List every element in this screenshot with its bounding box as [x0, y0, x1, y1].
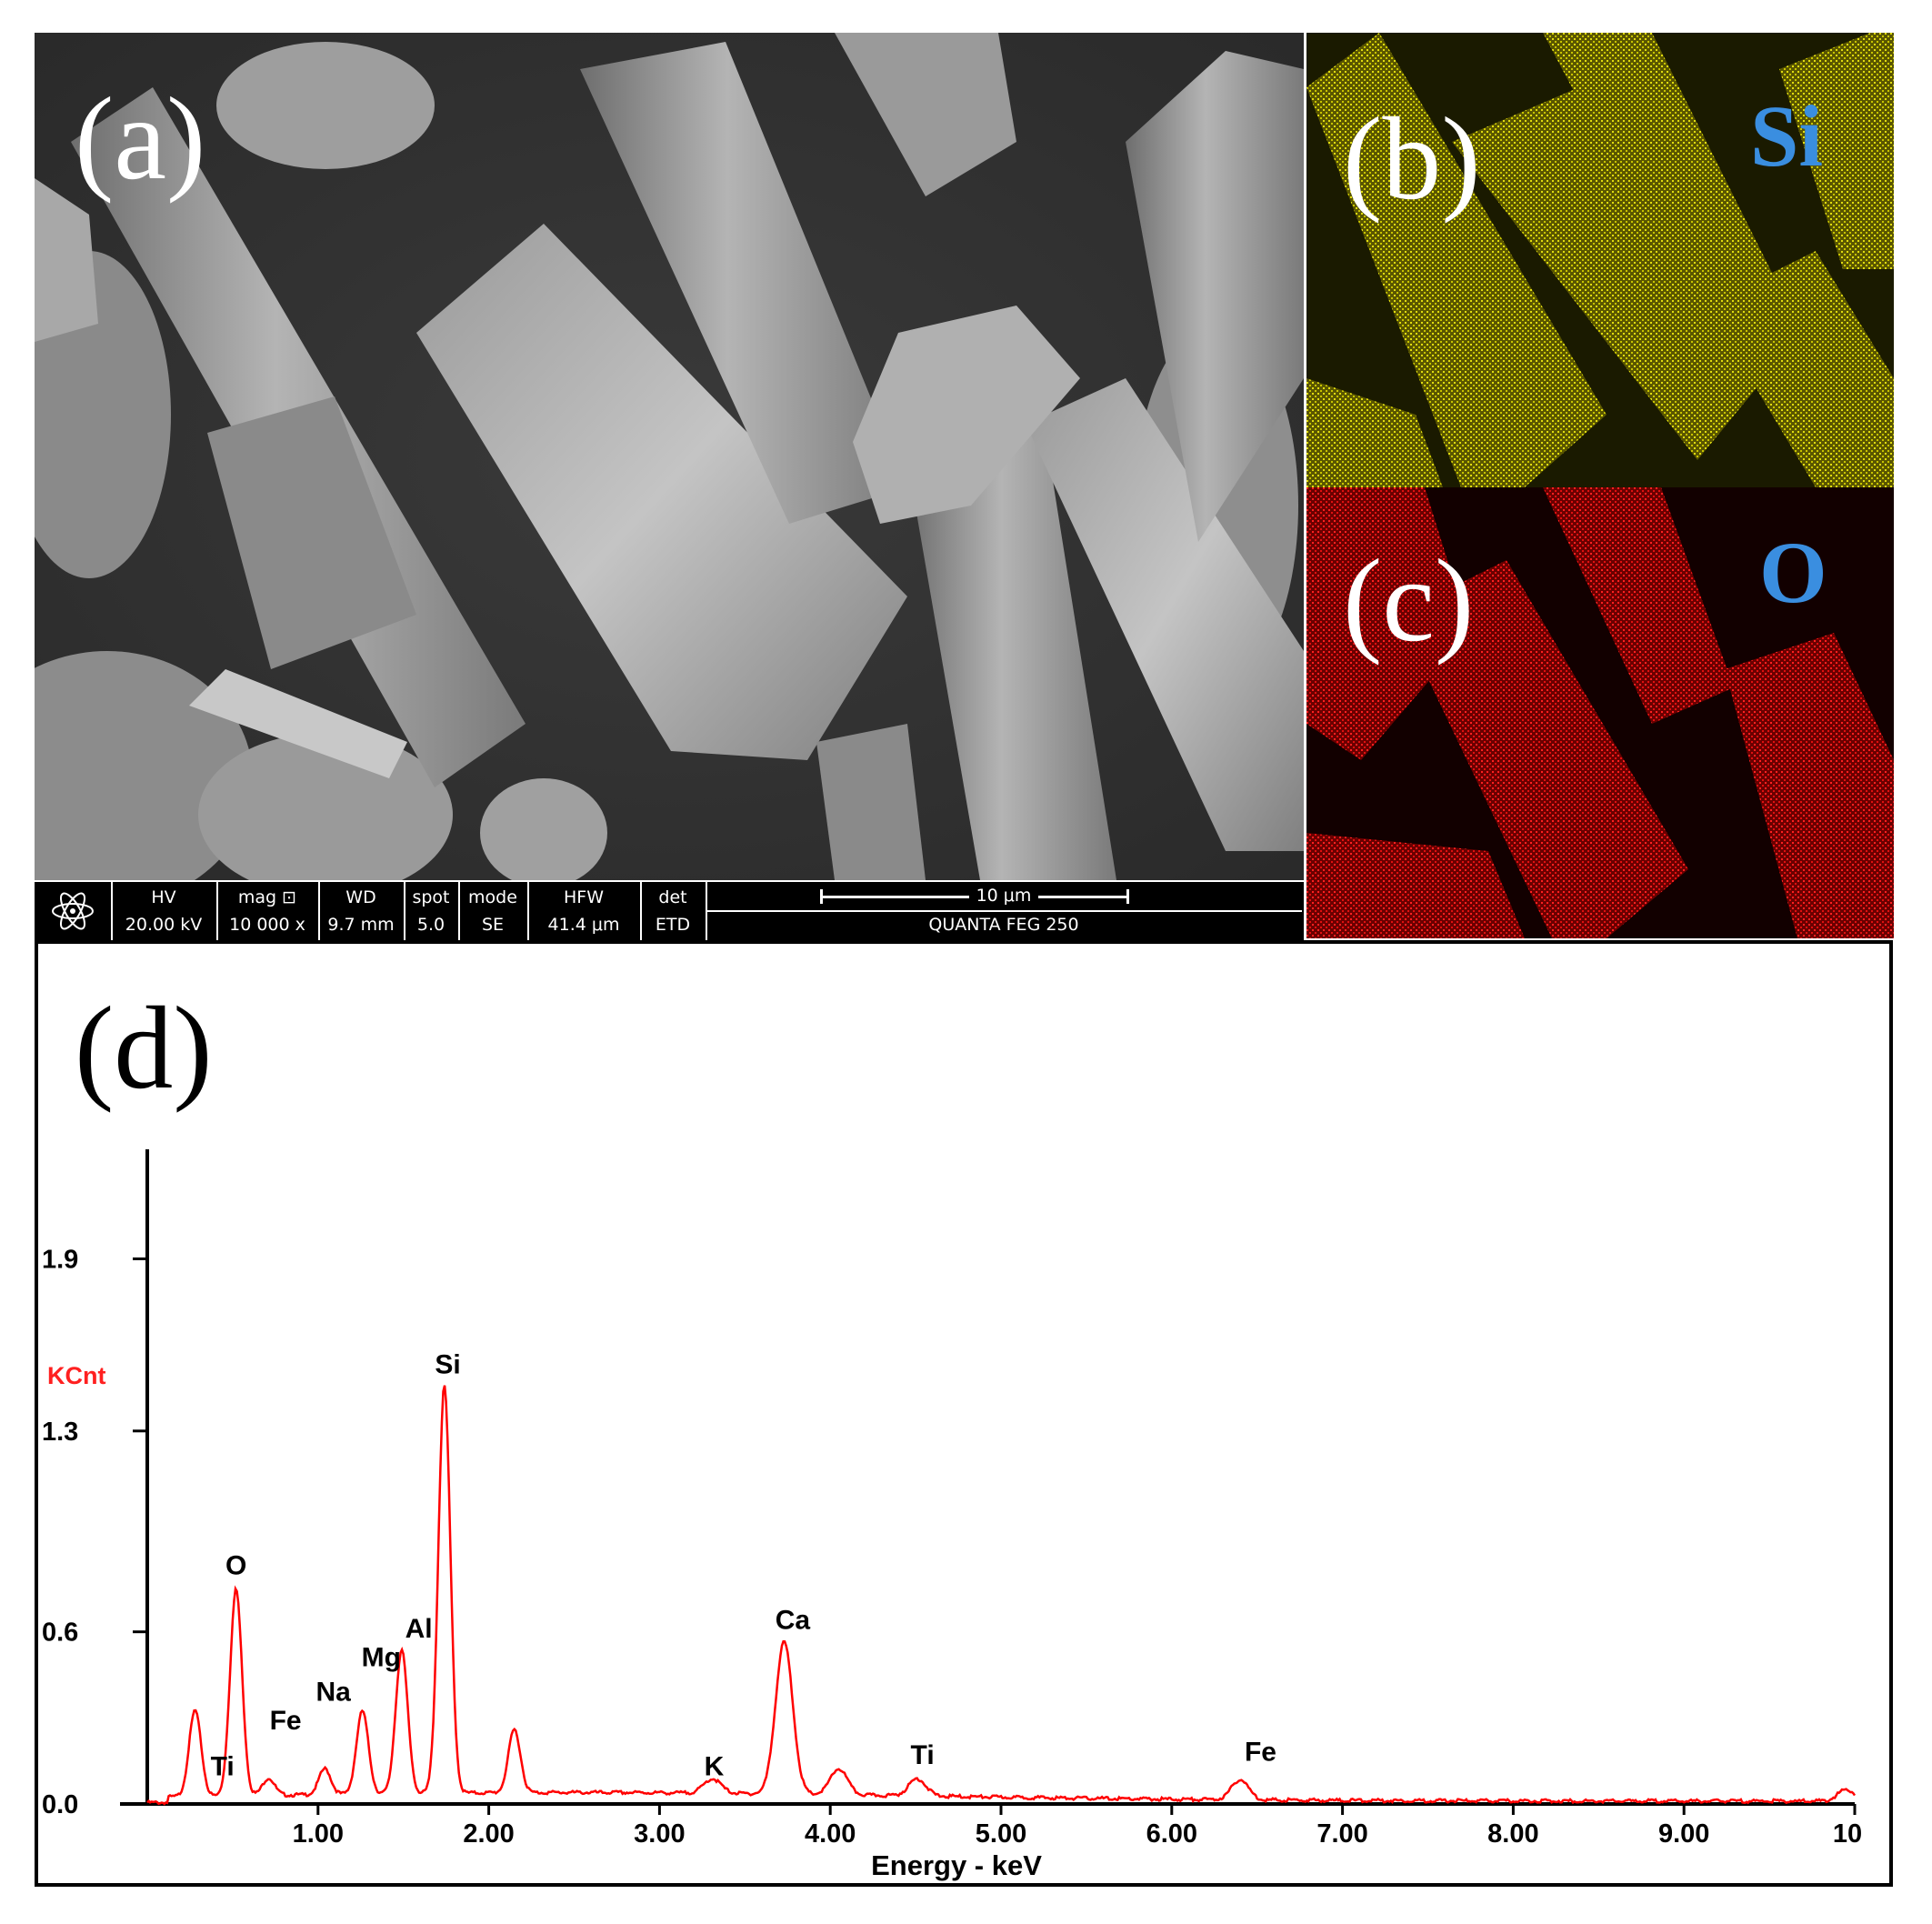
x-tick-label: 7.00 [1316, 1819, 1367, 1849]
databar-value: 5.0 [416, 915, 445, 935]
databar-value: 10 000 x [229, 915, 305, 935]
fei-logo [35, 882, 113, 940]
x-tick-label: 9.00 [1658, 1819, 1709, 1849]
x-tick-label: 1.00 [293, 1819, 344, 1849]
panel-label-c: (c) [1343, 536, 1475, 666]
panel-label-a: (a) [75, 74, 206, 205]
peak-label-fe: Fe [1245, 1738, 1276, 1768]
databar-det: det ETD [640, 882, 707, 940]
y-axis-label: KCnt [47, 1362, 105, 1389]
y-tick-labels: 0.0 0.6 1.3 1.9 [42, 1245, 147, 1819]
databar-value: ETD [655, 915, 691, 935]
x-tick-label: 6.00 [1146, 1819, 1197, 1849]
databar-header: HV [151, 887, 176, 907]
databar-value: 20.00 kV [125, 915, 203, 935]
peak-label-si: Si [435, 1350, 460, 1380]
x-tick-label: 3.00 [634, 1819, 685, 1849]
databar-header: HFW [563, 887, 604, 907]
peak-label-k: K [705, 1751, 725, 1781]
peak-label-ca: Ca [776, 1606, 811, 1636]
panel-label-d: (d) [75, 983, 213, 1114]
scale-bar: 10 μm [706, 886, 1302, 907]
x-axis-label: Energy - keV [871, 1849, 1042, 1881]
scale-label: 10 μm [968, 886, 1039, 906]
databar-hv: HV 20.00 kV [111, 882, 218, 940]
eds-chart: 0.0 0.6 1.3 1.9 1.00 2.00 3.00 4.00 5.00 6.00 7.0… [42, 1149, 1862, 1881]
o-map-image [1306, 487, 1894, 938]
peak-label-ti: Ti [911, 1740, 935, 1770]
y-tick-label: 0.0 [42, 1790, 78, 1819]
si-map-image [1306, 33, 1894, 487]
databar-value: 41.4 μm [547, 915, 620, 935]
databar-header: spot [412, 887, 450, 907]
sem-micrograph: (a) [35, 33, 1304, 880]
x-tick-label: 8.00 [1487, 1819, 1538, 1849]
databar-header: det [658, 887, 687, 907]
x-tick-label: 10 [1833, 1819, 1862, 1849]
instrument-name: QUANTA FEG 250 [928, 915, 1079, 935]
peak-label-fe: Fe [270, 1706, 302, 1736]
x-tick-labels: 1.00 2.00 3.00 4.00 5.00 6.00 7.00 8.00 9.00 10 [293, 1804, 1862, 1849]
databar-scale: 10 μm QUANTA FEG 250 [706, 882, 1302, 940]
databar-mag: mag ⊡ 10 000 x [216, 882, 320, 940]
y-tick-label: 1.9 [42, 1245, 78, 1274]
sem-image [35, 33, 1304, 880]
peak-label-o: O [225, 1551, 246, 1581]
databar-value: SE [481, 915, 505, 935]
databar-spot: spot 5.0 [404, 882, 460, 940]
peak-label-na: Na [316, 1677, 352, 1707]
sem-databar: HV 20.00 kV mag ⊡ 10 000 x WD 9.7 mm spo… [35, 880, 1304, 940]
peak-label-ti: Ti [211, 1751, 235, 1781]
databar-hfw: HFW 41.4 μm [527, 882, 642, 940]
o-elemental-map: (c) O [1306, 487, 1894, 938]
si-elemental-map: (b) Si [1306, 33, 1894, 487]
panel-label-b: (b) [1343, 94, 1481, 225]
x-tick-label: 4.00 [805, 1819, 856, 1849]
databar-wd: WD 9.7 mm [318, 882, 405, 940]
y-tick-label: 1.3 [42, 1418, 78, 1447]
chart-axes [120, 1149, 1855, 1806]
x-tick-label: 5.00 [976, 1819, 1026, 1849]
eds-spectrum-panel: (d) 0.0 0.6 1.3 1.9 1.00 2.00 3.00 4.00 5.00 6.0… [35, 940, 1893, 1887]
peak-label-mg: Mg [362, 1643, 401, 1673]
y-tick-label: 0.6 [42, 1618, 78, 1648]
o-label: O [1759, 524, 1827, 621]
atom-icon [52, 892, 94, 930]
databar-header: mode [468, 887, 517, 907]
spectrum-line [146, 1385, 1857, 1806]
x-tick-label: 2.00 [463, 1819, 514, 1849]
databar-value: 9.7 mm [327, 915, 395, 935]
databar-header: mag ⊡ [237, 887, 297, 907]
si-label: Si [1750, 87, 1824, 185]
peak-label-al: Al [405, 1614, 433, 1644]
databar-header: WD [345, 887, 376, 907]
databar-mode: mode SE [458, 882, 529, 940]
